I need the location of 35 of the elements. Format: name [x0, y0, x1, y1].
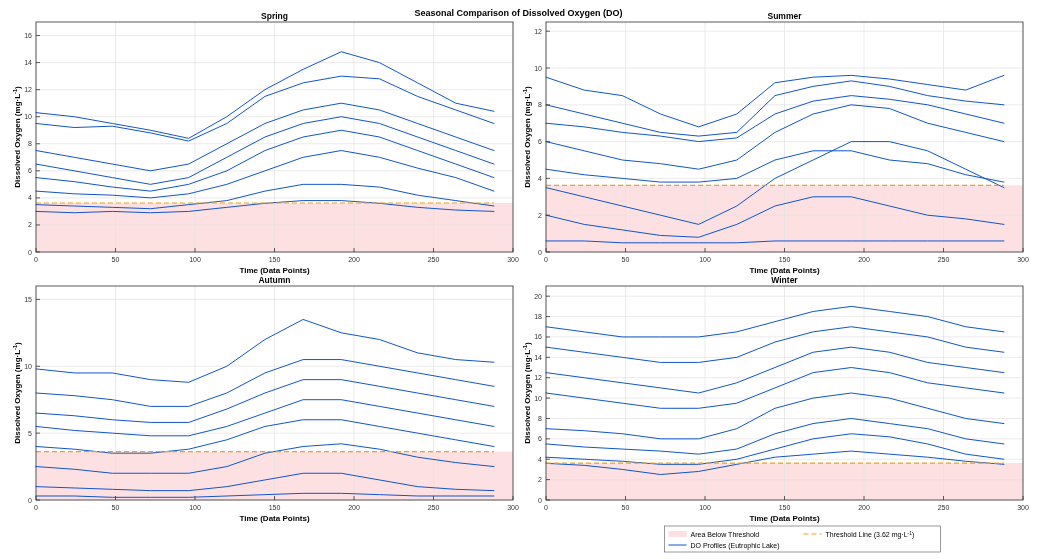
line-series: [545, 326, 1005, 363]
line-series: [35, 183, 495, 210]
text: Seasonal Comparison of Dissolved Oxygen (DO): [414, 8, 623, 18]
line-series: [35, 200, 495, 214]
line-series: [35, 129, 495, 192]
line-series: [35, 318, 495, 383]
x-axis-title: Time (Data Points): [749, 514, 820, 523]
line-series: [35, 399, 495, 437]
line-series: [545, 80, 1005, 137]
line-series: [35, 359, 495, 407]
line-series: [545, 141, 1005, 225]
line-series: [35, 102, 495, 172]
line-series: [545, 346, 1005, 394]
line-series: [545, 74, 1005, 128]
line-series: [545, 417, 1005, 455]
line-series: [545, 104, 1005, 170]
line-series: [35, 419, 495, 454]
chart-title: Autumn: [258, 275, 291, 285]
line-series: [545, 305, 1005, 338]
line-series: [35, 150, 495, 199]
line-series: [35, 116, 495, 185]
x-axis-title: Time (Data Points): [239, 266, 310, 275]
line-series: [35, 443, 495, 474]
line-series: [35, 379, 495, 423]
chart-title: Winter: [771, 275, 799, 285]
x-axis-title: Time (Data Points): [239, 514, 310, 523]
chart-title: Spring: [261, 11, 288, 21]
line-series: [545, 433, 1005, 465]
line-series: [545, 95, 1005, 143]
x-axis-title: Time (Data Points): [749, 266, 820, 275]
line-series: [545, 367, 1005, 409]
line-series: [545, 392, 1005, 440]
line-series: [35, 472, 495, 492]
line-series: [35, 51, 495, 139]
chart-title: Summer: [767, 11, 803, 21]
